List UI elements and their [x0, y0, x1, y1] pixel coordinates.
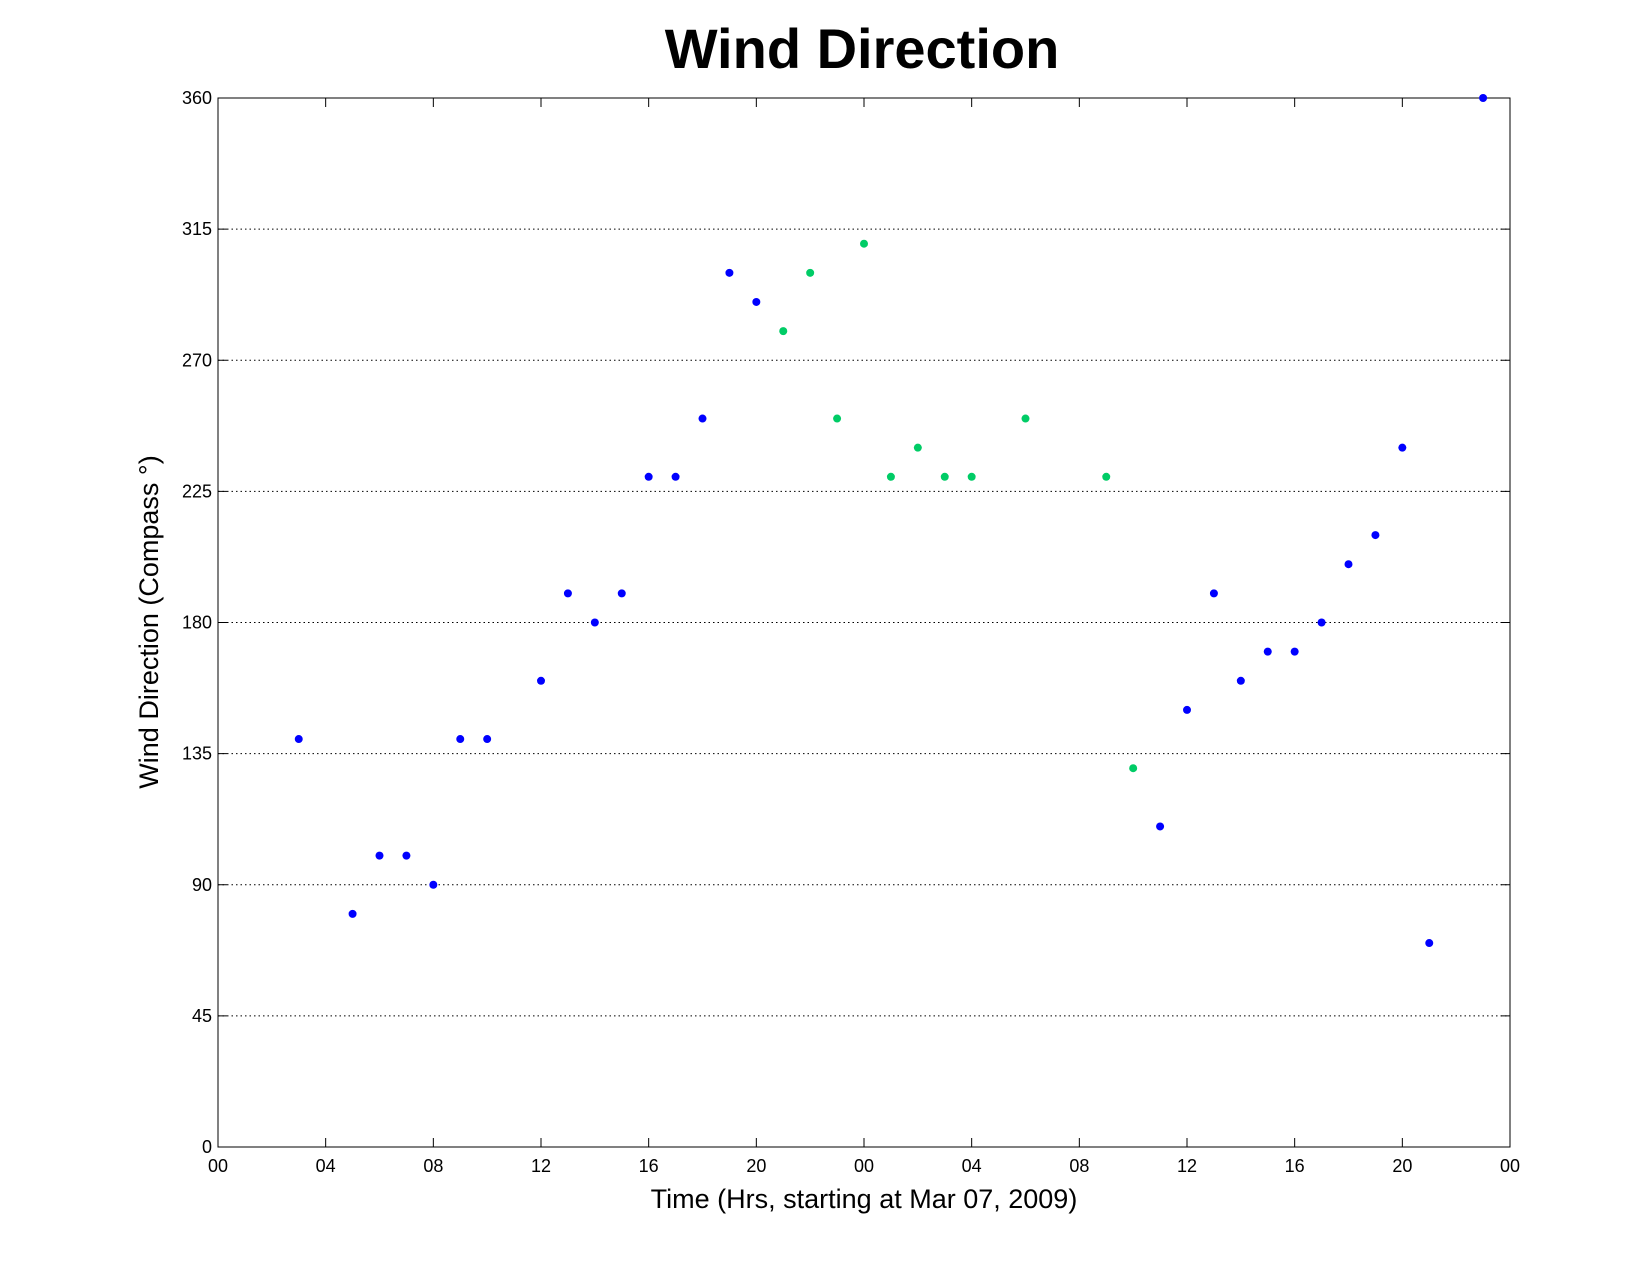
data-point [752, 297, 761, 306]
axis-ticks: 0 45 90 135 180 225 270 315 360 00 04 08 12 16 20 00 04 0… [182, 88, 1520, 1176]
x-tick-label: 16 [639, 1156, 659, 1176]
data-point [1021, 414, 1030, 423]
data-point [833, 414, 842, 423]
data-point [537, 676, 545, 685]
x-tick-label: 04 [962, 1156, 982, 1176]
x-tick-label: 20 [746, 1156, 766, 1176]
data-point [913, 443, 922, 452]
data-point [402, 851, 411, 860]
data-point [1183, 705, 1191, 714]
y-tick-label: 90 [192, 875, 212, 895]
data-point [294, 735, 303, 744]
data-point [1263, 647, 1272, 656]
x-axis-label: Time (Hrs, starting at Mar 07, 2009) [651, 1184, 1078, 1214]
x-tick-label: 12 [531, 1156, 551, 1176]
data-point [779, 327, 788, 336]
data-point [671, 472, 680, 481]
x-tick-label: 08 [1069, 1156, 1089, 1176]
grid-lines [218, 228, 1510, 1017]
data-point [1344, 560, 1353, 569]
x-tick-label: 08 [423, 1156, 443, 1176]
y-tick-label: 180 [182, 613, 212, 633]
data-point [590, 618, 599, 627]
data-point [806, 268, 815, 277]
data-point [1371, 531, 1380, 540]
data-point [644, 472, 653, 481]
chart-title: Wind Direction [665, 17, 1060, 80]
data-point [1236, 676, 1245, 685]
x-tick-label: 00 [854, 1156, 874, 1176]
data-point [563, 589, 572, 598]
data-point [1102, 472, 1111, 481]
y-tick-label: 270 [182, 350, 212, 370]
x-tick-label: 00 [208, 1156, 228, 1176]
data-point [698, 414, 707, 423]
data-point [967, 472, 976, 481]
data-point [1129, 764, 1138, 773]
x-tick-label: 12 [1177, 1156, 1197, 1176]
data-point [456, 735, 465, 744]
data-point [725, 268, 734, 277]
x-tick-label: 04 [316, 1156, 336, 1176]
y-tick-label: 225 [182, 481, 212, 501]
data-points [294, 94, 1488, 948]
x-tick-label: 00 [1500, 1156, 1520, 1176]
y-tick-label: 360 [182, 88, 212, 108]
data-point [483, 735, 492, 744]
y-tick-label: 45 [192, 1006, 212, 1026]
x-tick-label: 16 [1285, 1156, 1305, 1176]
data-point [1398, 443, 1407, 452]
data-point [348, 909, 357, 918]
data-point [940, 472, 949, 481]
data-point [860, 239, 868, 248]
y-tick-label: 0 [202, 1137, 212, 1157]
data-point [1290, 647, 1299, 656]
x-tick-label: 20 [1392, 1156, 1412, 1176]
data-point [1156, 822, 1165, 831]
data-point [1425, 939, 1434, 948]
data-point [1317, 618, 1326, 627]
data-point [1479, 94, 1488, 102]
y-axis-label: Wind Direction (Compass °) [134, 455, 164, 788]
data-point [375, 851, 384, 860]
data-point [617, 589, 626, 598]
data-point [1209, 589, 1218, 598]
y-tick-label: 315 [182, 219, 212, 239]
data-point [429, 880, 438, 889]
data-point [886, 472, 895, 481]
y-tick-label: 135 [182, 744, 212, 764]
